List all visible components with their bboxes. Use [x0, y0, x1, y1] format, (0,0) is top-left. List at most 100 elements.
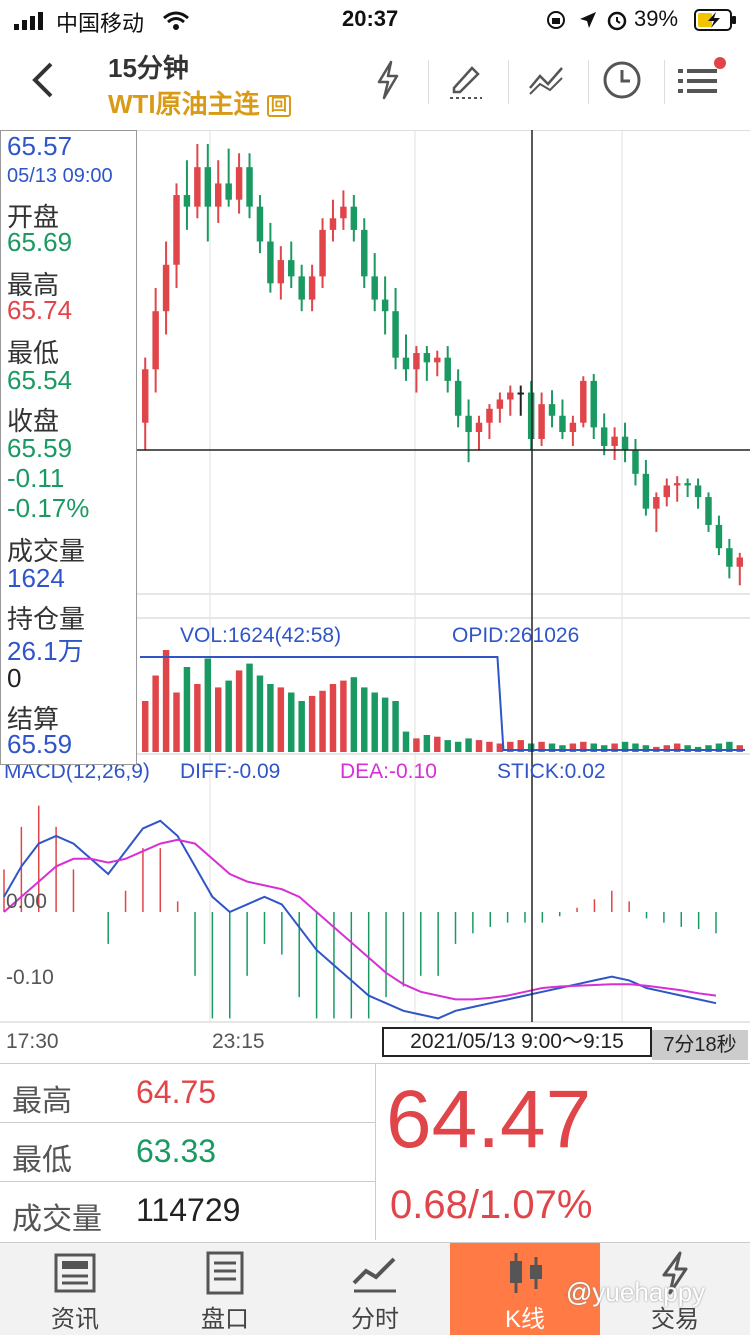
candle-body	[632, 450, 639, 474]
volume-bar	[402, 731, 410, 752]
volume-bar	[590, 743, 597, 752]
wifi-icon	[163, 11, 189, 30]
tab-timeshare[interactable]: 分时	[300, 1243, 450, 1335]
volume-bar	[162, 650, 170, 752]
header-divider	[664, 60, 665, 104]
volume-bar	[569, 743, 577, 752]
candle-body	[152, 311, 159, 370]
last-price: 64.47	[386, 1074, 592, 1165]
volume-bar	[319, 690, 326, 752]
candle-body	[486, 408, 493, 423]
info-high-label: 最高	[7, 270, 60, 300]
info-change-pct: -0.17%	[7, 493, 90, 523]
volume-bar	[684, 745, 691, 752]
volume-bar	[173, 692, 180, 752]
kline-chart[interactable]: VOL:1624(42:58) OPID:261026 MACD(12,26,9…	[0, 130, 750, 1060]
macd-stick-label: STICK:0.02	[497, 760, 606, 783]
candle-body	[204, 167, 212, 207]
info-close: 65.59	[7, 433, 73, 463]
battery-percent: 39%	[634, 6, 679, 31]
candle-body	[600, 427, 608, 446]
tab-news[interactable]: 资讯	[0, 1243, 150, 1335]
indicator-button[interactable]	[516, 50, 576, 110]
quote-high-label: 最高	[12, 1085, 72, 1118]
info-close-label: 收盘	[7, 406, 60, 436]
volume-bar	[214, 687, 222, 752]
volume-bar	[308, 695, 316, 752]
tab-trade[interactable]: 交易	[600, 1243, 750, 1335]
candle-body	[214, 183, 222, 207]
flash-button[interactable]	[358, 50, 418, 110]
candle-body	[434, 357, 441, 363]
info-datetime: 05/13 09:00	[7, 165, 113, 187]
info-low: 65.54	[7, 365, 73, 395]
candle-body	[736, 557, 744, 567]
menu-icon	[678, 57, 726, 93]
candle-body	[402, 357, 410, 370]
quote-high-row: 最高 64.75	[0, 1064, 375, 1123]
alarm-icon	[607, 11, 627, 31]
candle-body	[256, 206, 264, 242]
candle-body	[569, 422, 577, 433]
candle-body	[684, 483, 691, 486]
candle-body	[715, 524, 723, 549]
quote-low-row: 最低 63.33	[0, 1123, 375, 1182]
candle-body	[308, 276, 316, 300]
info-high: 65.74	[7, 295, 73, 325]
volume-bar	[496, 743, 504, 752]
candle-body	[538, 404, 545, 439]
time-tick-2: 23:15	[212, 1030, 265, 1053]
macd-title: MACD(12,26,9)	[4, 760, 150, 783]
candle-body	[162, 264, 170, 312]
symbol-title[interactable]: WTI原油主连 回	[108, 84, 291, 121]
candle-body	[194, 167, 201, 207]
back-button[interactable]	[12, 50, 72, 110]
tab-orderbook[interactable]: 盘口	[150, 1243, 300, 1335]
volume-bar	[277, 687, 285, 752]
header-divider	[588, 60, 589, 104]
info-open-label: 开盘	[7, 202, 60, 232]
candlestick-series	[141, 143, 744, 586]
draw-button[interactable]	[436, 50, 496, 110]
candle-body	[642, 473, 650, 509]
info-oi-change: 0	[7, 663, 22, 693]
candle-body	[465, 415, 472, 433]
status-bar: 中国移动 20:37 39%	[0, 0, 750, 40]
candle-body	[705, 497, 712, 525]
clock-button[interactable]	[592, 50, 652, 110]
candle-body	[527, 392, 535, 439]
candle-body	[319, 229, 326, 277]
orientation-lock-icon	[547, 11, 565, 29]
volume-label: VOL:1624(42:58)	[180, 624, 341, 647]
candle-body	[621, 436, 629, 451]
tab-kline[interactable]: K线	[450, 1243, 600, 1335]
volume-bar	[454, 741, 462, 752]
menu-button[interactable]	[670, 50, 730, 110]
info-volume: 1624	[7, 563, 65, 593]
macd-histogram	[3, 805, 717, 1019]
last-price-panel: 64.47 0.68/1.07%	[375, 1063, 750, 1240]
candle-body	[580, 380, 587, 423]
candle-body	[277, 260, 285, 284]
candle-body	[381, 299, 389, 312]
symbol-name: WTI原油主连	[108, 89, 260, 119]
info-volume-label: 成交量	[7, 536, 86, 566]
macd-dea-label: DEA:-0.10	[340, 760, 437, 783]
volume-bar	[465, 738, 472, 752]
info-settle: 65.59	[7, 729, 73, 759]
candle-body	[673, 483, 681, 486]
volume-bar	[611, 743, 618, 752]
volume-bar	[538, 741, 545, 752]
volume-bar	[621, 741, 629, 752]
time-tick-1: 17:30	[6, 1030, 59, 1053]
cursor-time-badge: 2021/05/13 9:00～9:15	[382, 1027, 652, 1057]
tab-orderbook-label: 盘口	[201, 1306, 249, 1333]
volume-bar	[371, 692, 378, 752]
signal-icon	[14, 12, 43, 30]
volume-bar	[486, 741, 493, 752]
header-divider	[508, 60, 509, 104]
candle-body	[298, 276, 305, 300]
candle-body	[173, 195, 180, 265]
clock-icon	[603, 61, 641, 99]
volume-bar	[413, 738, 420, 752]
